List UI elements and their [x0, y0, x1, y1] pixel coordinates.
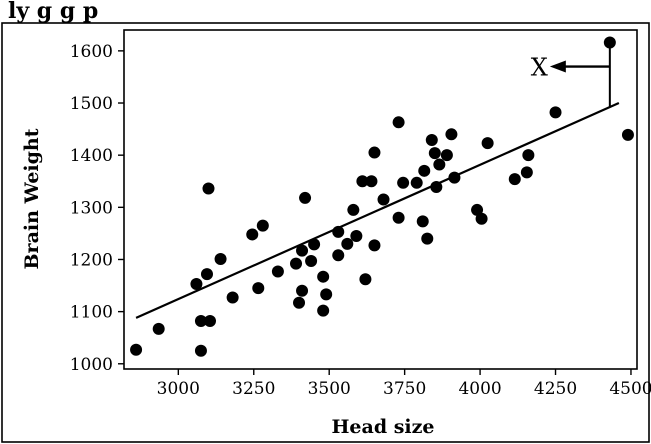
- data-point: [252, 282, 265, 295]
- data-point: [246, 228, 259, 241]
- data-point: [392, 211, 405, 224]
- arrow-head: [549, 60, 566, 73]
- data-point: [430, 180, 443, 193]
- y-tick-label: 1600: [70, 42, 113, 62]
- data-point: [296, 284, 309, 297]
- data-point: [293, 296, 306, 309]
- data-point: [214, 252, 227, 265]
- data-point: [317, 270, 330, 283]
- data-point: [418, 164, 431, 177]
- y-tick-label: 1500: [70, 94, 113, 114]
- data-point: [341, 237, 354, 250]
- data-point: [332, 249, 345, 262]
- data-point: [520, 166, 533, 179]
- annotation-label: X: [531, 54, 548, 82]
- y-axis-ticks: 1000 1100 1200 1300 1400 1500 1600: [70, 42, 124, 375]
- data-point: [397, 176, 410, 189]
- x-axis-ticks: 3000 3250 3500 3750 4000 4250 4500: [157, 369, 651, 399]
- x-axis-label: Head size: [331, 416, 434, 438]
- data-point: [200, 268, 213, 281]
- y-tick-label: 1400: [70, 146, 113, 166]
- data-point: [320, 288, 333, 301]
- data-point: [365, 175, 378, 188]
- data-point: [377, 193, 390, 206]
- data-point: [428, 147, 441, 160]
- data-point: [347, 203, 360, 216]
- regression-line: [135, 102, 620, 319]
- data-point: [440, 149, 453, 162]
- outlier-annotation: X: [531, 42, 611, 108]
- data-point: [194, 315, 207, 328]
- figure-frame: [1, 22, 650, 443]
- data-point: [350, 230, 363, 243]
- x-tick-label: 4000: [458, 379, 501, 399]
- y-tick-label: 1000: [70, 355, 113, 375]
- y-tick-label: 1100: [70, 303, 113, 323]
- x-tick-label: 3500: [308, 379, 351, 399]
- data-point: [368, 239, 381, 252]
- top-caption: ly g g p: [8, 0, 98, 24]
- data-point: [392, 116, 405, 129]
- data-point: [471, 203, 484, 216]
- data-point: [359, 273, 372, 286]
- data-point: [152, 322, 165, 335]
- data-point: [226, 291, 239, 304]
- plot-area: [123, 29, 638, 370]
- data-point: [522, 149, 535, 162]
- data-point: [271, 265, 284, 278]
- data-point: [190, 277, 203, 290]
- data-point: [508, 173, 521, 186]
- x-tick-label: 3750: [383, 379, 426, 399]
- data-point: [290, 257, 303, 270]
- x-tick-label: 4250: [534, 379, 577, 399]
- data-point: [305, 255, 318, 268]
- data-point: [410, 176, 423, 189]
- data-point: [130, 343, 143, 356]
- data-point: [481, 137, 494, 150]
- data-point: [202, 182, 215, 195]
- data-point: [317, 304, 330, 317]
- data-point: [194, 344, 207, 357]
- x-tick-label: 3000: [157, 379, 200, 399]
- x-tick-label: 4500: [609, 379, 651, 399]
- data-point: [448, 171, 461, 184]
- data-point: [296, 244, 309, 257]
- data-point: [433, 158, 446, 171]
- data-points: [130, 36, 634, 357]
- data-point: [475, 212, 488, 225]
- y-tick-label: 1200: [70, 250, 113, 270]
- data-point: [368, 146, 381, 159]
- data-point: [204, 315, 217, 328]
- data-point: [416, 215, 429, 228]
- data-point: [299, 191, 312, 204]
- data-point: [621, 128, 634, 141]
- data-point: [421, 232, 434, 245]
- y-tick-label: 1300: [70, 198, 113, 218]
- data-point: [425, 134, 438, 147]
- data-point: [445, 128, 458, 141]
- data-point: [332, 225, 345, 238]
- data-point: [549, 106, 562, 119]
- data-point: [256, 219, 269, 232]
- y-axis-label: Brain Weight: [21, 128, 43, 269]
- data-point: [308, 238, 321, 251]
- data-point: [356, 175, 369, 188]
- x-tick-label: 3250: [232, 379, 275, 399]
